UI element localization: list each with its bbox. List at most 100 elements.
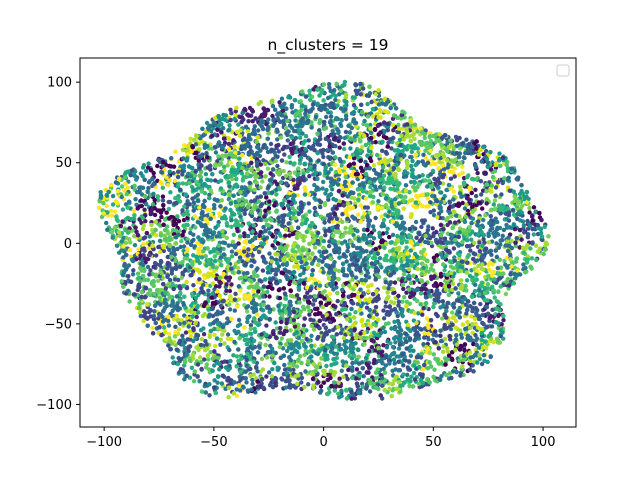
chart-title: n_clusters = 19 — [268, 36, 389, 55]
scatter-point — [119, 184, 125, 189]
scatter-point — [426, 224, 431, 229]
scatter-point — [193, 287, 198, 293]
scatter-point — [411, 370, 417, 376]
scatter-point — [183, 330, 189, 335]
scatter-point — [355, 301, 361, 307]
scatter-point — [480, 294, 485, 299]
scatter-point — [229, 130, 235, 135]
scatter-point — [493, 185, 499, 190]
scatter-point — [175, 246, 180, 252]
scatter-point — [343, 129, 349, 135]
scatter-point — [181, 244, 187, 249]
scatter-point — [418, 255, 423, 261]
scatter-point — [160, 185, 165, 190]
scatter-point — [504, 216, 509, 222]
scatter-point — [409, 374, 414, 379]
scatter-point — [187, 375, 193, 380]
scatter-point — [170, 355, 175, 360]
scatter-point — [385, 339, 390, 344]
scatter-point — [323, 233, 328, 238]
scatter-point — [208, 350, 213, 355]
scatter-point — [221, 246, 226, 252]
scatter-point — [373, 215, 378, 221]
scatter-point — [143, 219, 148, 224]
scatter-point — [316, 334, 321, 340]
scatter-point — [415, 277, 420, 282]
scatter-point — [138, 313, 143, 319]
scatter-point — [321, 154, 326, 160]
scatter-point — [250, 305, 255, 311]
scatter-point — [188, 333, 193, 339]
scatter-point — [477, 291, 482, 297]
scatter-point — [399, 116, 404, 121]
scatter-point — [254, 293, 259, 298]
scatter-point — [196, 158, 201, 164]
scatter-point — [304, 247, 309, 252]
scatter-point — [480, 206, 485, 211]
scatter-point — [384, 169, 389, 174]
scatter-point — [190, 196, 195, 201]
scatter-point — [444, 187, 449, 193]
scatter-point — [282, 303, 287, 309]
scatter-point — [301, 323, 307, 328]
scatter-point — [424, 316, 430, 321]
scatter-point — [469, 268, 474, 273]
scatter-point — [406, 267, 412, 272]
scatter-point — [179, 239, 184, 244]
scatter-point — [237, 133, 243, 139]
scatter-point — [343, 225, 348, 231]
scatter-point — [477, 249, 482, 254]
scatter-point — [367, 389, 373, 394]
scatter-point — [303, 111, 308, 117]
scatter-points — [96, 79, 551, 401]
scatter-point — [281, 271, 286, 276]
scatter-point — [246, 119, 251, 124]
scatter-point — [465, 320, 470, 325]
scatter-point — [431, 213, 437, 218]
scatter-point — [361, 374, 366, 379]
scatter-point — [344, 259, 349, 264]
scatter-point — [282, 291, 288, 296]
scatter-point — [509, 238, 514, 243]
scatter-point — [430, 226, 435, 231]
scatter-point — [339, 388, 344, 393]
scatter-point — [338, 330, 344, 336]
scatter-point — [277, 100, 282, 105]
scatter-point — [151, 313, 157, 319]
scatter-point — [203, 172, 209, 177]
scatter-point — [281, 168, 286, 174]
scatter-point — [299, 380, 304, 385]
scatter-point — [481, 322, 486, 327]
scatter-point — [274, 326, 280, 331]
scatter-point — [335, 298, 340, 304]
scatter-point — [275, 137, 280, 142]
scatter-point — [159, 214, 164, 220]
scatter-point — [426, 336, 431, 342]
scatter-point — [250, 119, 255, 124]
scatter-point — [214, 234, 219, 239]
scatter-point — [451, 246, 457, 251]
scatter-point — [425, 227, 431, 233]
scatter-point — [311, 143, 316, 149]
scatter-point — [160, 194, 166, 199]
scatter-point — [227, 347, 232, 353]
scatter-point — [181, 229, 186, 234]
scatter-point — [350, 277, 355, 282]
scatter-point — [469, 314, 474, 319]
scatter-point — [517, 196, 523, 201]
scatter-point — [273, 320, 278, 325]
scatter-point — [215, 380, 220, 385]
scatter-point — [185, 215, 190, 220]
scatter-point — [401, 267, 406, 272]
scatter-point — [194, 314, 199, 320]
scatter-point — [311, 302, 316, 307]
scatter-point — [267, 294, 272, 299]
scatter-point — [305, 290, 310, 295]
scatter-point — [335, 223, 340, 229]
scatter-point — [280, 346, 286, 351]
scatter-point — [120, 207, 126, 212]
scatter-point — [190, 269, 196, 274]
scatter-point — [155, 163, 160, 169]
scatter-point — [211, 247, 217, 252]
scatter-point — [366, 275, 372, 280]
